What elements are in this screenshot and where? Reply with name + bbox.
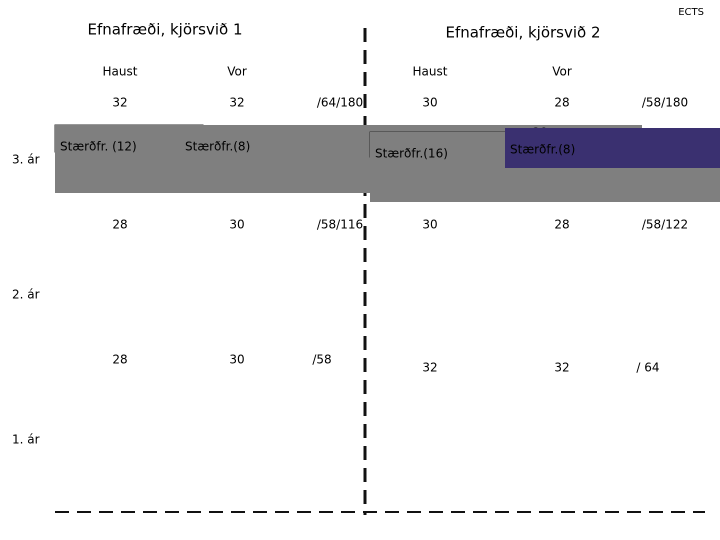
total-credits: /58/180 bbox=[642, 96, 688, 110]
year-label: 1. ár bbox=[12, 433, 40, 447]
credits: 30 bbox=[422, 218, 437, 232]
credits: 32 bbox=[422, 361, 437, 375]
credits: 30 bbox=[229, 353, 244, 367]
credits: 32 bbox=[112, 96, 127, 110]
credits: 30 bbox=[422, 96, 437, 110]
ects-label: ECTS bbox=[678, 7, 704, 18]
total-credits: /58/116 bbox=[317, 218, 363, 232]
total-credits: /58 bbox=[312, 353, 331, 367]
course-label: Stærðfr.(8) bbox=[510, 143, 575, 157]
credits: 30 bbox=[229, 218, 244, 232]
total-credits: /64/180 bbox=[317, 96, 363, 110]
course-label: Stærðfr.(8) bbox=[185, 140, 250, 154]
semester-header: Haust bbox=[103, 65, 138, 79]
year-label: 3. ár bbox=[12, 153, 40, 167]
total-credits: /58/122 bbox=[642, 218, 688, 232]
credits: 28 bbox=[112, 353, 127, 367]
course-label: Stærðfr. (12) bbox=[60, 140, 137, 154]
total-credits: / 64 bbox=[636, 361, 659, 375]
semester-header: Vor bbox=[227, 65, 247, 79]
semester-header: Haust bbox=[413, 65, 448, 79]
year-label: 2. ár bbox=[12, 288, 40, 302]
credits: 32 bbox=[554, 361, 569, 375]
credits: 28 bbox=[554, 218, 569, 232]
plan-title: Efnafræði, kjörsvið 1 bbox=[87, 21, 242, 39]
credits: 28 bbox=[554, 96, 569, 110]
semester-header: Vor bbox=[552, 65, 572, 79]
credits: 28 bbox=[112, 218, 127, 232]
course-box bbox=[505, 128, 720, 168]
plan-title: Efnafræði, kjörsvið 2 bbox=[445, 24, 600, 42]
credits: 32 bbox=[229, 96, 244, 110]
course-label: Stærðfr.(16) bbox=[375, 147, 448, 161]
